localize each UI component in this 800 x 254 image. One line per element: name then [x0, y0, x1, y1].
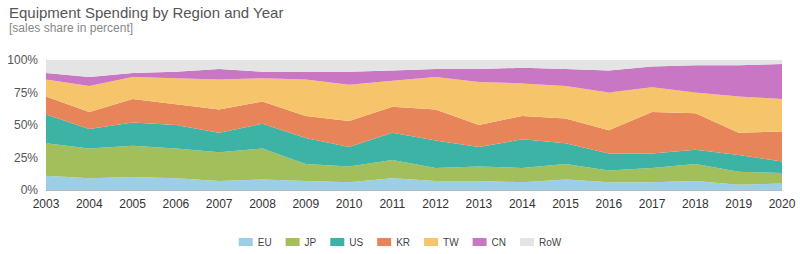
svg-text:2012: 2012 [422, 197, 449, 211]
svg-text:100%: 100% [7, 53, 38, 67]
svg-text:2020: 2020 [769, 197, 796, 211]
svg-text:US: US [349, 237, 363, 248]
svg-text:2008: 2008 [249, 197, 276, 211]
svg-text:2005: 2005 [119, 197, 146, 211]
svg-text:JP: JP [305, 237, 317, 248]
svg-text:EU: EU [258, 237, 272, 248]
svg-text:2018: 2018 [682, 197, 709, 211]
svg-text:2004: 2004 [76, 197, 103, 211]
svg-text:2019: 2019 [725, 197, 752, 211]
svg-text:TW: TW [443, 237, 459, 248]
svg-text:2013: 2013 [466, 197, 493, 211]
svg-text:Equipment Spending by Region a: Equipment Spending by Region and Year [9, 4, 283, 21]
svg-text:[sales share in percent]: [sales share in percent] [9, 21, 133, 35]
svg-text:50%: 50% [14, 118, 38, 132]
svg-text:CN: CN [492, 237, 506, 248]
svg-text:2015: 2015 [552, 197, 579, 211]
svg-text:KR: KR [396, 237, 410, 248]
svg-text:2006: 2006 [163, 197, 190, 211]
svg-text:2016: 2016 [595, 197, 622, 211]
svg-text:2010: 2010 [336, 197, 363, 211]
svg-text:2017: 2017 [639, 197, 666, 211]
svg-text:25%: 25% [14, 151, 38, 165]
svg-text:75%: 75% [14, 86, 38, 100]
svg-text:2007: 2007 [206, 197, 233, 211]
svg-text:2011: 2011 [379, 197, 405, 211]
svg-text:2003: 2003 [33, 197, 60, 211]
svg-text:2009: 2009 [292, 197, 319, 211]
svg-text:0%: 0% [21, 183, 39, 197]
svg-text:2014: 2014 [509, 197, 536, 211]
svg-text:RoW: RoW [539, 237, 562, 248]
